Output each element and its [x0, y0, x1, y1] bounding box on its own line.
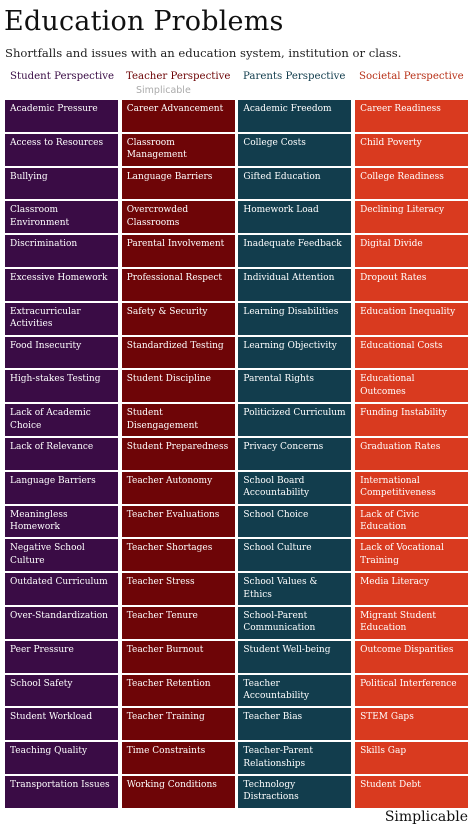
- grid-cell-teacher: Career Advancement: [121, 100, 235, 132]
- grid-cell-parents: School Values & Ethics: [238, 573, 352, 605]
- grid-cell-societal: College Readiness: [355, 167, 469, 200]
- column-header-teacher: Teacher Perspective: [126, 71, 231, 82]
- grid-cell-student: Access to Resources: [5, 133, 118, 166]
- grid-cell-student: Lack of Academic Choice: [5, 404, 118, 436]
- grid-cell-student: Extracurricular Activities: [5, 302, 118, 335]
- grid-cell-parents: College Costs: [238, 133, 352, 166]
- grid-cell-societal: International Competitiveness: [355, 471, 469, 504]
- grid-cell-teacher: Time Constraints: [121, 742, 235, 774]
- grid-cell-student: Over-Standardization: [5, 606, 118, 639]
- grid-cell-student: Academic Pressure: [5, 100, 118, 132]
- grid-cell-societal: Educational Outcomes: [355, 370, 469, 403]
- grid-cell-parents: Individual Attention: [238, 268, 352, 301]
- grid-cell-societal: Child Poverty: [355, 133, 469, 166]
- grid-cell-teacher: Teacher Shortages: [121, 539, 235, 572]
- grid-cell-teacher: Student Preparedness: [121, 437, 235, 470]
- grid-cell-parents: Teacher-Parent Relationships: [238, 742, 352, 774]
- grid-cell-parents: Inadequate Feedback: [238, 235, 352, 267]
- grid-cell-student: Bullying: [5, 167, 118, 200]
- page-title: Education Problems: [4, 6, 284, 37]
- grid-cell-teacher: Teacher Evaluations: [121, 505, 235, 538]
- grid-cell-teacher: Student Discipline: [121, 370, 235, 403]
- grid-cell-student: Negative School Culture: [5, 539, 118, 572]
- grid-cell-student: Lack of Relevance: [5, 437, 118, 470]
- grid-cell-societal: Outcome Disparities: [355, 640, 469, 673]
- grid-cell-societal: Graduation Rates: [355, 437, 469, 470]
- problems-grid: Academic Pressure Career Advancement Acade…: [5, 100, 469, 808]
- grid-cell-teacher: Overcrowded Classrooms: [121, 201, 235, 234]
- grid-cell-parents: School Choice: [238, 505, 352, 538]
- grid-cell-societal: Declining Literacy: [355, 201, 469, 234]
- grid-cell-parents: Teacher Bias: [238, 708, 352, 741]
- grid-cell-teacher: Classroom Management: [121, 133, 235, 166]
- grid-cell-teacher: Parental Involvement: [121, 235, 235, 267]
- grid-cell-parents: Privacy Concerns: [238, 437, 352, 470]
- grid-cell-parents: Politicized Curriculum: [238, 404, 352, 436]
- grid-cell-student: Transportation Issues: [5, 775, 118, 808]
- grid-cell-parents: Academic Freedom: [238, 100, 352, 132]
- grid-cell-student: High-stakes Testing: [5, 370, 118, 403]
- grid-cell-student: Food Insecurity: [5, 336, 118, 369]
- grid-cell-student: Teaching Quality: [5, 742, 118, 774]
- watermark-text: Simplicable: [136, 85, 191, 96]
- grid-cell-societal: Political Interference: [355, 674, 469, 707]
- grid-cell-student: School Safety: [5, 674, 118, 707]
- grid-cell-parents: Teacher Accountability: [238, 674, 352, 707]
- page-subtitle: Shortfalls and issues with an education …: [5, 46, 402, 60]
- grid-cell-societal: Skills Gap: [355, 742, 469, 774]
- grid-cell-student: Excessive Homework: [5, 268, 118, 301]
- grid-cell-teacher: Safety & Security: [121, 302, 235, 335]
- grid-cell-student: Meaningless Homework: [5, 505, 118, 538]
- grid-cell-societal: Lack of Vocational Training: [355, 539, 469, 572]
- grid-cell-societal: Career Readiness: [355, 100, 469, 132]
- grid-cell-societal: STEM Gaps: [355, 708, 469, 741]
- grid-cell-parents: Parental Rights: [238, 370, 352, 403]
- grid-cell-student: Outdated Curriculum: [5, 573, 118, 605]
- grid-cell-student: Language Barriers: [5, 471, 118, 504]
- grid-cell-parents: Homework Load: [238, 201, 352, 234]
- column-header-parents: Parents Perspective: [243, 71, 346, 82]
- grid-cell-parents: School Culture: [238, 539, 352, 572]
- column-header-student: Student Perspective: [10, 71, 114, 82]
- grid-cell-teacher: Teacher Tenure: [121, 606, 235, 639]
- grid-cell-teacher: Student Disengagement: [121, 404, 235, 436]
- grid-cell-parents: Learning Objectivity: [238, 336, 352, 369]
- grid-cell-societal: Dropout Rates: [355, 268, 469, 301]
- grid-cell-societal: Educational Costs: [355, 336, 469, 369]
- grid-cell-teacher: Standardized Testing: [121, 336, 235, 369]
- grid-cell-teacher: Teacher Training: [121, 708, 235, 741]
- grid-cell-student: Student Workload: [5, 708, 118, 741]
- footer-brand: Simplicable: [384, 809, 468, 825]
- grid-cell-societal: Student Debt: [355, 775, 469, 808]
- grid-cell-parents: Technology Distractions: [238, 775, 352, 808]
- column-header-societal: Societal Perspective: [359, 71, 464, 82]
- grid-cell-societal: Lack of Civic Education: [355, 505, 469, 538]
- grid-cell-parents: Gifted Education: [238, 167, 352, 200]
- grid-cell-societal: Education Inequality: [355, 302, 469, 335]
- grid-cell-societal: Digital Divide: [355, 235, 469, 267]
- grid-cell-parents: School Board Accountability: [238, 471, 352, 504]
- grid-cell-teacher: Professional Respect: [121, 268, 235, 301]
- grid-cell-student: Classroom Environment: [5, 201, 118, 234]
- grid-cell-teacher: Teacher Burnout: [121, 640, 235, 673]
- grid-cell-teacher: Teacher Retention: [121, 674, 235, 707]
- grid-cell-societal: Media Literacy: [355, 573, 469, 605]
- grid-cell-societal: Funding Instability: [355, 404, 469, 436]
- grid-cell-teacher: Language Barriers: [121, 167, 235, 200]
- grid-cell-student: Peer Pressure: [5, 640, 118, 673]
- grid-cell-teacher: Teacher Autonomy: [121, 471, 235, 504]
- grid-cell-teacher: Working Conditions: [121, 775, 235, 808]
- grid-cell-societal: Migrant Student Education: [355, 606, 469, 639]
- grid-cell-parents: Learning Disabilities: [238, 302, 352, 335]
- grid-cell-parents: Student Well-being: [238, 640, 352, 673]
- grid-cell-teacher: Teacher Stress: [121, 573, 235, 605]
- grid-cell-parents: School-Parent Communication: [238, 606, 352, 639]
- grid-cell-student: Discrimination: [5, 235, 118, 267]
